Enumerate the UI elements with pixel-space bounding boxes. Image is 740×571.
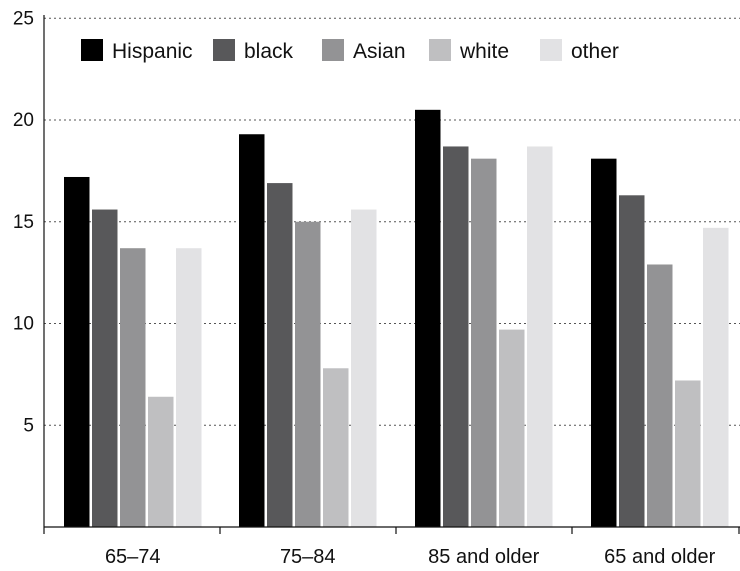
bar-hispanic-3 — [415, 109, 441, 527]
bar-black-4 — [619, 195, 645, 528]
legend-swatch-asian — [322, 39, 344, 61]
bar-black-1 — [92, 209, 118, 528]
x-axis-category-labels: 65–74 75–84 85 and older 65 and older — [105, 546, 716, 568]
y-tick-label: 25 — [13, 8, 34, 29]
bar-white-4 — [675, 380, 701, 527]
y-tick-label: 10 — [13, 314, 34, 335]
y-tick-label: 15 — [13, 212, 34, 233]
bar-white-3 — [499, 329, 525, 527]
bar-asian-3 — [471, 158, 497, 528]
bar-other-1 — [176, 248, 202, 527]
legend-swatch-white — [429, 39, 451, 61]
bar-asian-1 — [120, 248, 146, 527]
legend-label-other: other — [571, 40, 619, 63]
x-category-label: 65–74 — [105, 546, 161, 568]
x-category-label: 85 and older — [428, 546, 540, 568]
axes — [43, 15, 740, 534]
bar-black-3 — [443, 146, 469, 527]
bar-other-3 — [527, 146, 553, 527]
bar-black-2 — [267, 183, 293, 527]
bars — [64, 109, 729, 528]
bar-asian-4 — [647, 264, 673, 527]
legend-swatch-other — [540, 39, 562, 61]
legend-swatch-hispanic — [81, 39, 103, 61]
bar-white-1 — [148, 396, 174, 527]
legend-label-black: black — [244, 40, 294, 63]
bar-asian-2 — [295, 221, 321, 527]
legend-swatch-black — [213, 39, 235, 61]
bar-other-2 — [351, 209, 377, 528]
legend-label-asian: Asian — [353, 40, 406, 63]
legend-label-white: white — [459, 40, 509, 63]
y-axis-tick-labels: 5 10 15 20 25 — [13, 8, 34, 436]
y-tick-label: 5 — [23, 415, 34, 436]
bar-other-4 — [703, 227, 729, 528]
bar-hispanic-1 — [64, 176, 90, 528]
legend-label-hispanic: Hispanic — [112, 40, 193, 63]
bar-white-2 — [323, 368, 349, 527]
bar-hispanic-2 — [239, 134, 265, 527]
x-category-label: 75–84 — [280, 546, 336, 568]
x-category-label: 65 and older — [604, 546, 716, 568]
legend: Hispanic black Asian white other — [81, 39, 619, 63]
bar-hispanic-4 — [591, 158, 617, 528]
y-tick-label: 20 — [13, 110, 34, 131]
